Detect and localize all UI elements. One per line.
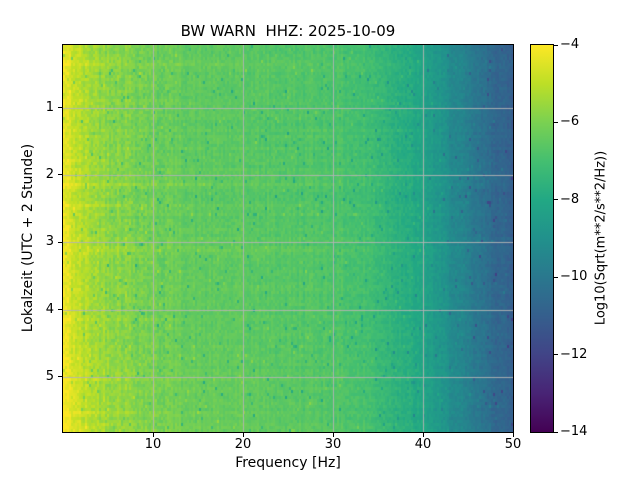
plot-title: BW WARN HHZ: 2025-10-09 [180, 22, 396, 40]
y-tick-mark [58, 309, 62, 310]
colorbar-tick-mark [554, 121, 558, 123]
colorbar-tick-mark [554, 199, 558, 201]
y-tick-label: 4 [45, 301, 54, 317]
y-tick-mark [58, 174, 62, 176]
y-tick-label: 2 [45, 166, 54, 182]
x-tick-label: 20 [234, 437, 252, 452]
y-tick-label: 1 [45, 99, 54, 115]
y-tick-mark [58, 376, 62, 378]
colorbar [530, 44, 554, 433]
colorbar-tick-label: −8 [560, 191, 580, 207]
y-tick-label: 3 [45, 234, 54, 250]
x-tick-mark [152, 433, 154, 437]
colorbar-tick-label: −14 [560, 424, 588, 439]
y-tick-label: 5 [45, 368, 54, 384]
x-tick-label: 50 [504, 437, 522, 452]
x-tick-mark [512, 433, 514, 437]
colorbar-tick-mark [554, 276, 558, 278]
y-tick-mark [58, 107, 62, 109]
x-axis-label: Frequency [Hz] [235, 455, 341, 471]
x-tick-label: 40 [414, 437, 432, 452]
spectrogram-canvas [63, 45, 513, 432]
x-tick-label: 10 [144, 437, 162, 452]
x-tick-mark [422, 433, 424, 437]
colorbar-tick-label: −6 [560, 114, 580, 130]
colorbar-tick-label: −12 [560, 346, 588, 362]
colorbar-tick-mark [554, 431, 558, 433]
colorbar-tick-label: −4 [560, 37, 580, 52]
colorbar-label: Log10(Sqrt(m**2/s**2/Hz)) [593, 150, 609, 326]
plot-area [62, 44, 514, 433]
colorbar-tick-mark [554, 44, 558, 46]
x-tick-mark [242, 433, 244, 437]
colorbar-tick-label: −10 [560, 269, 588, 285]
colorbar-gradient [531, 45, 553, 432]
x-tick-label: 30 [324, 437, 342, 452]
x-tick-mark [332, 433, 334, 437]
colorbar-tick-mark [554, 354, 558, 356]
y-tick-mark [58, 241, 62, 243]
